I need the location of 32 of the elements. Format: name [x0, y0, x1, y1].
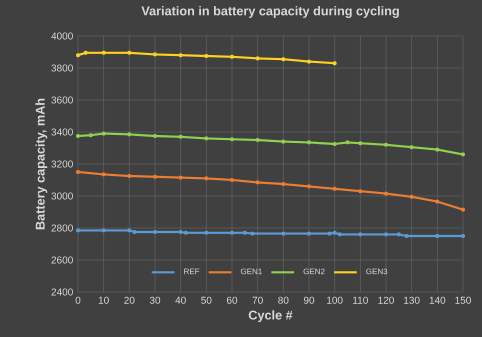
x-tick-label: 110	[353, 296, 368, 304]
legend-label: REF	[184, 268, 200, 274]
x-tick-label: 130	[404, 296, 420, 304]
x-tick-label: 60	[226, 296, 238, 304]
y-axis-title: Battery capacity, mAh	[35, 98, 48, 230]
legend-label: GEN3	[366, 268, 388, 274]
x-tick-label: 30	[150, 296, 160, 304]
x-tick-label: 40	[175, 296, 186, 304]
y-tick-label: 4000	[51, 32, 73, 40]
y-tick-label: 2600	[52, 256, 73, 264]
x-tick-label: 0	[76, 296, 80, 304]
y-tick-label: 2800	[52, 224, 73, 232]
x-tick-label: 50	[201, 296, 212, 304]
chart-title: Variation in battery capacity during cycling	[141, 6, 399, 18]
x-tick-label: 100	[327, 296, 343, 304]
legend-label: GEN2	[304, 268, 325, 274]
x-tick-label: 140	[430, 296, 446, 304]
x-tick-label: 10	[98, 296, 109, 304]
y-tick-label: 3400	[51, 128, 73, 136]
y-tick-label: 3600	[51, 96, 73, 104]
x-tick-label: 150	[455, 296, 471, 304]
x-tick-label: 80	[278, 296, 288, 304]
x-axis-title: Cycle #	[248, 310, 292, 322]
y-tick-label: 2400	[52, 288, 73, 296]
x-tick-label: 20	[124, 296, 134, 304]
y-tick-label: 3000	[51, 192, 73, 200]
x-tick-label: 90	[304, 296, 314, 304]
y-tick-label: 3200	[51, 160, 73, 168]
x-tick-label: 120	[378, 296, 394, 304]
x-tick-label: 70	[252, 296, 263, 304]
legend-label: GEN1	[240, 268, 262, 274]
y-tick-label: 3800	[51, 64, 73, 72]
